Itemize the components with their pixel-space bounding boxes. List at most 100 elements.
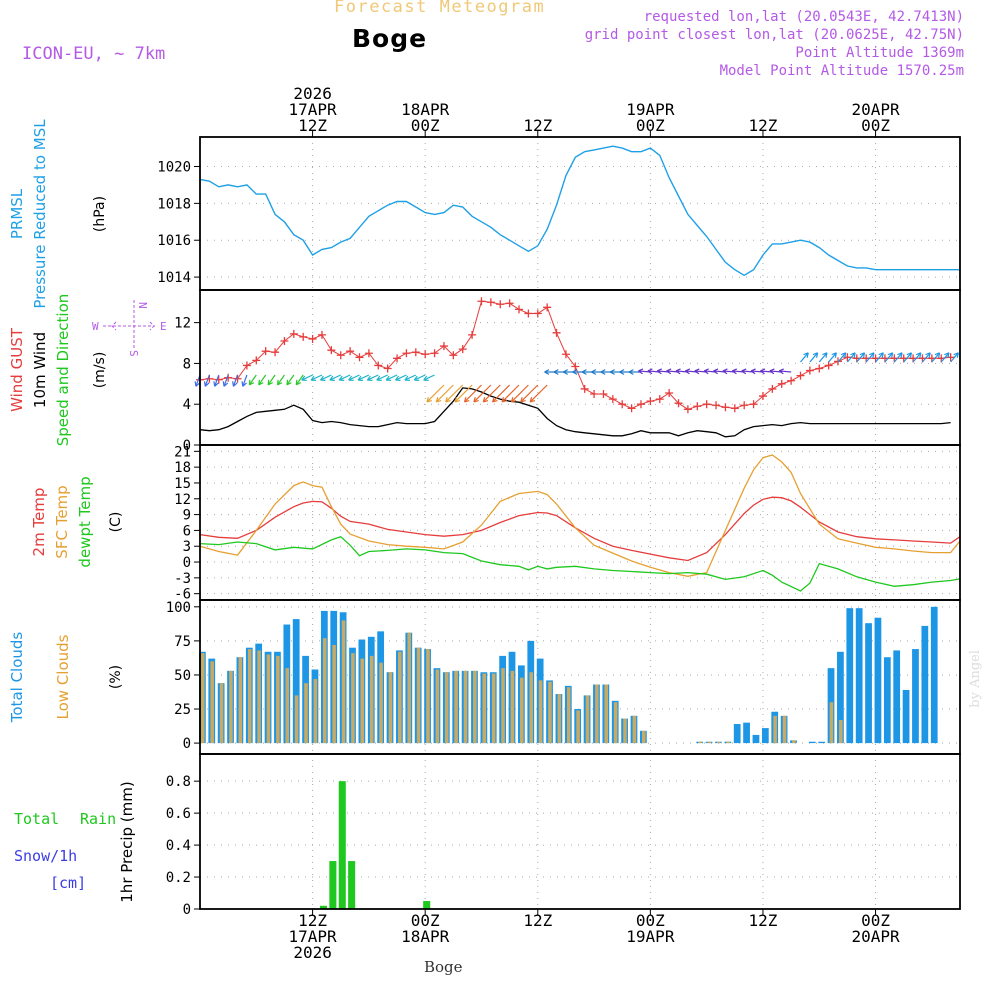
wind-direction-arrow: [357, 374, 370, 381]
wind-direction-arrow: [395, 374, 407, 381]
gust-line: [199, 300, 951, 410]
temp-sfc-label: SFC Temp: [53, 485, 71, 558]
low-cloud-bar: [829, 702, 834, 744]
y-tick-label: 0.8: [166, 774, 191, 790]
gust-marker: [486, 298, 495, 307]
low-cloud-bar: [266, 654, 271, 744]
low-cloud-bar: [520, 677, 524, 744]
low-cloud-bar: [641, 730, 646, 744]
low-cloud-bar: [782, 715, 787, 744]
prmsl-label: PRMSL: [8, 188, 26, 239]
wind-direction-arrow: [423, 374, 435, 381]
low-cloud-bar: [585, 695, 590, 744]
wind-direction-arrow: [778, 368, 792, 375]
panel-frame-precip: [199, 753, 961, 910]
low-cloud-bar: [322, 638, 327, 744]
total-cloud-bar: [874, 617, 882, 744]
low-cloud-bar: [726, 741, 730, 744]
gust-marker: [271, 348, 280, 357]
wind-direction-arrow: [348, 374, 360, 381]
low-cloud-bar: [426, 649, 430, 744]
total-cloud-bar: [761, 728, 769, 744]
low-clouds-label: Low Clouds: [54, 634, 72, 719]
gust-marker: [505, 299, 514, 308]
snow-label: Snow/1h: [14, 847, 77, 865]
compass-west-label: W: [92, 320, 99, 333]
temp-sfc-line: [199, 454, 961, 577]
model-altitude: Model Point Altitude 1570.25m: [719, 63, 964, 79]
bottom-time-label: 12Z: [523, 911, 552, 930]
gust-marker: [749, 400, 758, 409]
gust-marker: [299, 332, 308, 341]
gust-marker: [627, 404, 636, 413]
low-cloud-bar: [510, 670, 515, 744]
gust-marker: [317, 330, 326, 339]
bottom-time-label: 00Z: [411, 911, 440, 930]
wind-direction-arrow: [520, 384, 539, 403]
y-tick-label: 0: [183, 555, 191, 571]
gust-marker: [280, 336, 289, 345]
gust-marker: [336, 351, 345, 360]
top-time-label: 19APR: [626, 100, 675, 119]
gust-marker: [477, 297, 486, 306]
gust-marker: [242, 361, 251, 370]
wind10m-line: [199, 387, 951, 438]
total-cloud-bar: [837, 651, 844, 744]
y-tick-label: 0: [183, 902, 191, 918]
gust-marker: [590, 390, 599, 399]
wind-direction-arrow: [248, 374, 257, 386]
y-tick-label: 100: [166, 600, 191, 616]
rain-bar: [319, 905, 328, 909]
wind-direction-arrow: [501, 384, 520, 403]
low-cloud-bar: [304, 683, 308, 744]
top-time-label: 17APR: [289, 100, 338, 119]
temp-2m-label: 2m Temp: [30, 488, 48, 557]
total-label: Total: [14, 810, 59, 828]
footer-location: Boge: [424, 958, 463, 976]
low-cloud-bar: [379, 662, 383, 744]
low-cloud-bar: [238, 657, 243, 744]
wind-direction-arrow: [213, 374, 220, 387]
gust-marker: [261, 347, 270, 356]
temp-dewpt-line: [199, 535, 961, 592]
y-tick-label: 25: [174, 702, 191, 718]
gust-marker: [787, 376, 796, 385]
low-cloud-bar: [313, 679, 318, 744]
total-cloud-bar: [883, 657, 891, 744]
low-cloud-bar: [285, 668, 290, 744]
wind-direction-arrow: [385, 374, 398, 381]
low-cloud-bar: [491, 673, 496, 744]
total-cloud-bar: [292, 619, 300, 744]
total-cloud-bar: [733, 724, 741, 744]
gust-marker: [552, 328, 561, 337]
low-cloud-bar: [454, 670, 458, 744]
total-cloud-bar: [865, 623, 872, 744]
low-cloud-bar: [604, 684, 609, 744]
total-cloud-bar: [818, 741, 826, 744]
wind-direction-arrow: [232, 374, 239, 387]
pressure-unit-label: (hPa): [92, 196, 108, 232]
total-cloud-bar: [930, 606, 938, 744]
bottom-time-label: 19APR: [626, 927, 675, 946]
top-time-label: 12Z: [523, 116, 552, 135]
compass-cross-icon: [103, 300, 155, 350]
wind-gust-label: Wind GUST: [8, 327, 26, 412]
total-cloud-bar: [921, 625, 929, 744]
low-cloud-bar: [707, 741, 712, 744]
wind-direction-arrow: [846, 352, 856, 363]
wind-direction-arrow: [295, 374, 304, 386]
gust-marker: [571, 362, 580, 371]
rain-label: Rain: [80, 810, 116, 828]
wind-direction-arrow: [903, 352, 913, 363]
gust-marker: [402, 349, 411, 358]
y-tick-label: 1016: [157, 233, 191, 249]
compass-east-label: E: [160, 320, 167, 333]
low-cloud-bar: [557, 694, 562, 744]
gust-marker: [712, 401, 721, 410]
top-time-label: 2026: [293, 84, 332, 103]
y-tick-label: 0.4: [166, 838, 191, 854]
low-cloud-bar: [247, 649, 252, 744]
gust-marker: [702, 400, 711, 409]
gust-marker: [515, 305, 524, 314]
low-cloud-bar: [792, 740, 796, 744]
